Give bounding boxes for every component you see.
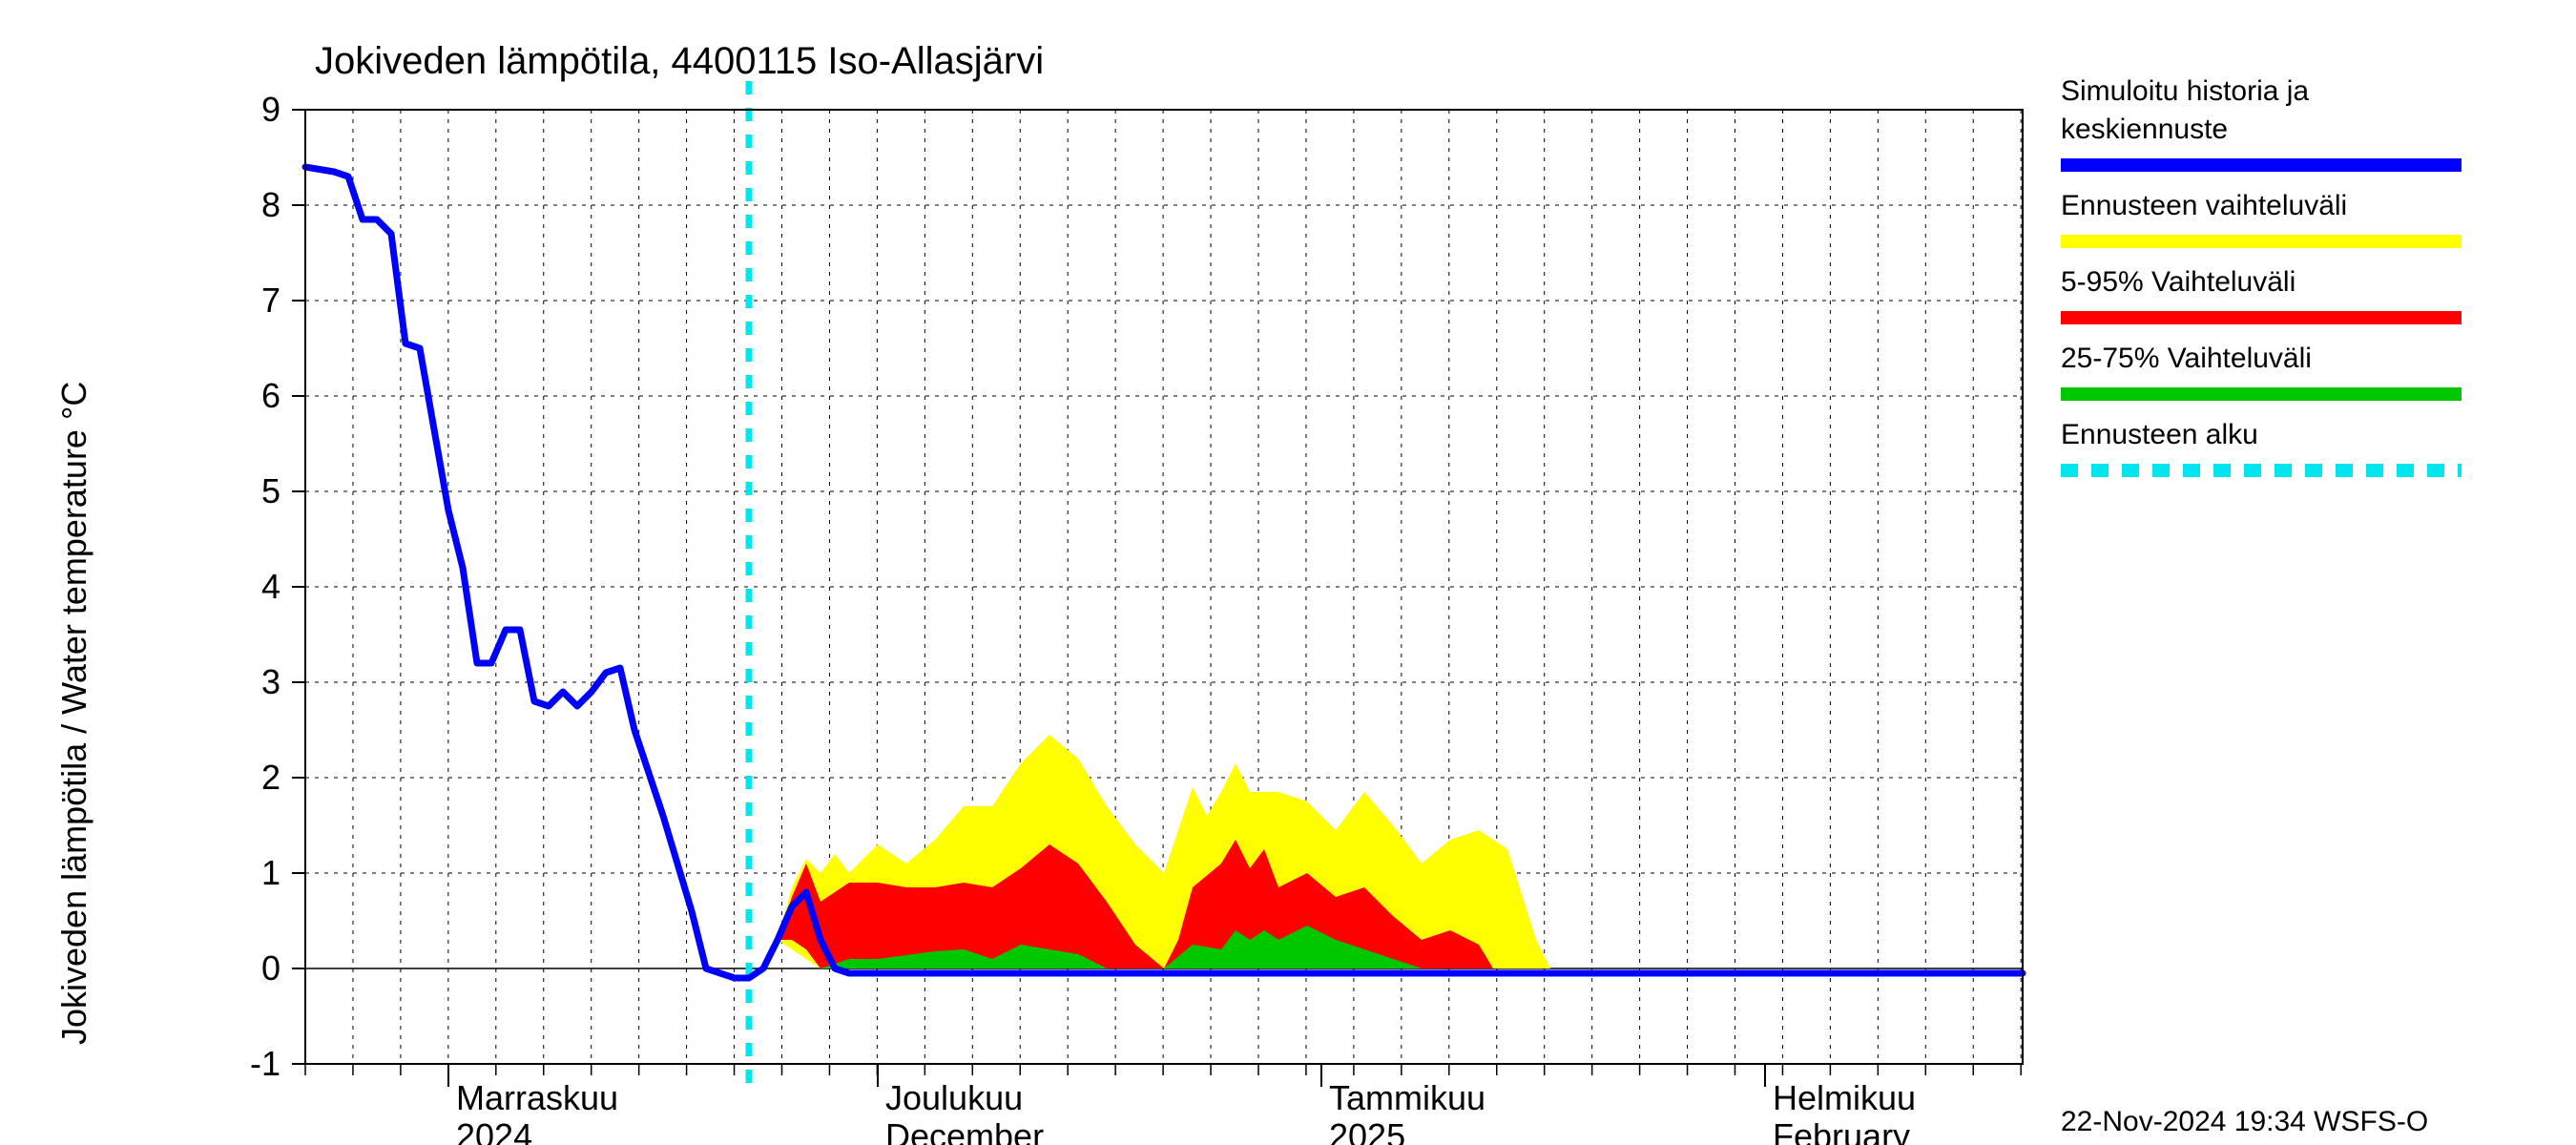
legend-label: 25-75% Vaihteluväli [2061, 343, 2312, 374]
ytick-label: 5 [261, 471, 280, 510]
xaxis-label-top: Helmikuu [1773, 1078, 1916, 1117]
legend-label: 5-95% Vaihteluväli [2061, 266, 2296, 298]
ytick-label: 8 [261, 185, 280, 224]
xaxis-label-top: Joulukuu [885, 1078, 1023, 1117]
xaxis-label-bottom: 2025 [1329, 1116, 1405, 1145]
legend-label: Ennusteen alku [2061, 419, 2258, 450]
chart-container: -1 0 1 2 3 4 5 6 7 8 9 Marraskuu2024 JoulukuuDecembe… [0, 0, 2576, 1145]
ytick-label: 6 [261, 376, 280, 415]
ytick-label: -1 [250, 1044, 280, 1083]
chart-title: Jokiveden lämpötila, 4400115 Iso-Allasjä… [315, 40, 1044, 82]
xaxis-label-top: Tammikuu [1329, 1078, 1485, 1117]
xaxis-label-bottom: 2024 [456, 1116, 532, 1145]
legend-label: Simuloitu historia ja [2061, 75, 2309, 107]
ytick-label: 0 [261, 948, 280, 988]
ytick-label: 9 [261, 90, 280, 129]
ytick-label: 4 [261, 567, 280, 606]
legend-label: keskiennuste [2061, 114, 2228, 145]
xaxis-label-bottom: February [1773, 1116, 1910, 1145]
legend-label: Ennusteen vaihteluväli [2061, 190, 2347, 221]
xaxis-label-bottom: December [885, 1116, 1044, 1145]
xaxis-label-top: Marraskuu [456, 1078, 618, 1117]
ytick-label: 7 [261, 281, 280, 320]
footer-timestamp: 22-Nov-2024 19:34 WSFS-O [2061, 1106, 2428, 1137]
ytick-label: 3 [261, 662, 280, 701]
ytick-label: 2 [261, 758, 280, 797]
history-line [305, 167, 2023, 978]
chart-svg: -1 0 1 2 3 4 5 6 7 8 9 Marraskuu2024 JoulukuuDecembe… [0, 0, 2576, 1145]
ytick-label: 1 [261, 853, 280, 892]
yaxis-label: Jokiveden lämpötila / Water temperature … [54, 382, 93, 1045]
